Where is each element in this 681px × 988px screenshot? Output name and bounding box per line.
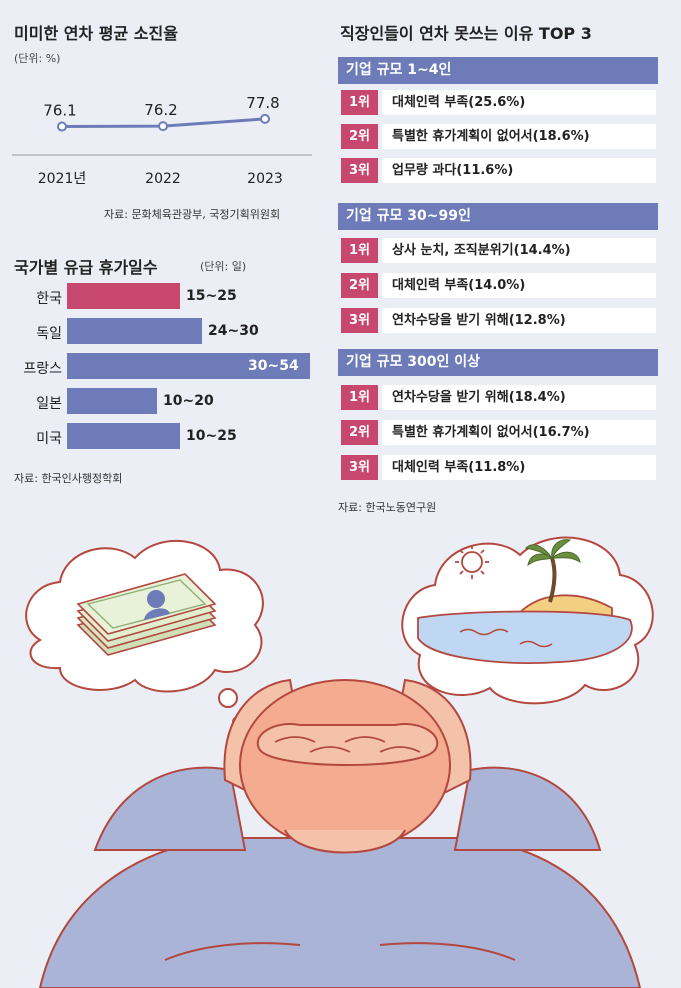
cash-stack-icon	[76, 573, 217, 656]
bar-value-label: 15~25	[186, 288, 237, 304]
ranking-row: 2위 특별한 휴가계획이 없어서(16.7%)	[338, 418, 658, 447]
rank-text: 상사 눈치, 조직분위기(14.4%)	[382, 238, 656, 263]
ranking-row: 3위 연차수당을 받기 위해(12.8%)	[338, 306, 658, 335]
ranking-group-3-header: 기업 규모 300인 이상	[338, 349, 658, 376]
rank-badge: 3위	[341, 308, 378, 333]
ranking-group-1-header: 기업 규모 1~4인	[338, 57, 658, 84]
sun-icon	[455, 545, 489, 579]
ranking-row: 3위 대체인력 부족(11.8%)	[338, 453, 658, 482]
rank-badge: 3위	[341, 455, 378, 480]
ranking-row: 2위 특별한 휴가계획이 없어서(18.6%)	[338, 122, 658, 151]
x-tick-label: 2023	[247, 171, 283, 187]
line-chart-source: 자료: 문화체육관광부, 국정기획위원회	[104, 208, 281, 221]
data-point	[260, 113, 270, 124]
ranking-title: 직장인들이 연차 못쓰는 이유 TOP 3	[340, 24, 592, 43]
rank-badge: 1위	[341, 238, 378, 263]
bar-value-label: 10~25	[186, 428, 237, 444]
bar-value-label: 30~54	[248, 358, 299, 374]
relaxing-person-illustration	[38, 678, 642, 988]
bar-chart-unit: (단위: 일)	[200, 260, 247, 273]
rank-badge: 2위	[341, 273, 378, 298]
bar-category-label: 일본	[36, 396, 62, 412]
bar	[67, 283, 180, 309]
data-label: 76.1	[43, 102, 76, 120]
x-tick-label: 2021년	[38, 171, 87, 187]
bar-category-label: 독일	[36, 326, 62, 342]
bar-chart-title: 국가별 유급 휴가일수	[14, 258, 158, 277]
rank-text: 특별한 휴가계획이 없어서(18.6%)	[382, 124, 656, 149]
rank-text: 업무량 과다(11.6%)	[382, 158, 656, 183]
ranking-source: 자료: 한국노동연구원	[338, 501, 437, 514]
rank-text: 특별한 휴가계획이 없어서(16.7%)	[382, 420, 656, 445]
bar	[67, 318, 202, 344]
line-chart-title: 미미한 연차 평균 소진율	[14, 24, 178, 43]
rank-badge: 1위	[341, 385, 378, 410]
data-point	[158, 121, 168, 132]
bar	[67, 388, 157, 414]
rank-text: 대체인력 부족(11.8%)	[382, 455, 656, 480]
x-tick-label: 2022	[145, 171, 181, 187]
line-chart-unit: (단위: %)	[14, 52, 61, 65]
bar	[67, 423, 180, 449]
line-chart: 76.1 2021년 76.2 2022 77.8 2023	[12, 94, 312, 187]
data-point	[57, 121, 67, 132]
rank-text: 연차수당을 받기 위해(12.8%)	[382, 308, 656, 333]
bar-chart-source: 자료: 한국인사행정학회	[14, 472, 123, 485]
bar-chart: 한국 15~25 독일 24~30 프랑스 30~54 일본 10~20 미국 10~25	[0, 283, 330, 463]
bar-category-label: 한국	[36, 291, 62, 307]
rank-text: 연차수당을 받기 위해(18.4%)	[382, 385, 656, 410]
rank-text: 대체인력 부족(14.0%)	[382, 273, 656, 298]
bar-value-label: 10~20	[163, 393, 214, 409]
ranking-row: 3위 업무량 과다(11.6%)	[338, 156, 658, 185]
ranking-row: 1위 상사 눈치, 조직분위기(14.4%)	[338, 236, 658, 265]
rank-text: 대체인력 부족(25.6%)	[382, 90, 656, 115]
bar-category-label: 미국	[36, 431, 62, 447]
data-label: 76.2	[144, 101, 177, 119]
rank-badge: 1위	[341, 90, 378, 115]
ranking-row: 2위 대체인력 부족(14.0%)	[338, 271, 658, 300]
bar-category-label: 프랑스	[23, 361, 62, 377]
money-thought-cloud	[25, 539, 264, 693]
rank-badge: 2위	[341, 420, 378, 445]
rank-badge: 3위	[341, 158, 378, 183]
beach-thought-cloud	[401, 536, 654, 705]
sea-icon	[417, 610, 633, 664]
ranking-group-2-header: 기업 규모 30~99인	[338, 203, 658, 230]
bar	[67, 353, 310, 379]
bar-value-label: 24~30	[208, 323, 259, 339]
data-label: 77.8	[246, 94, 279, 112]
ranking-row: 1위 대체인력 부족(25.6%)	[338, 88, 658, 117]
rank-badge: 2위	[341, 124, 378, 149]
daydream-illustration	[25, 536, 654, 988]
ranking-row: 1위 연차수당을 받기 위해(18.4%)	[338, 383, 658, 412]
